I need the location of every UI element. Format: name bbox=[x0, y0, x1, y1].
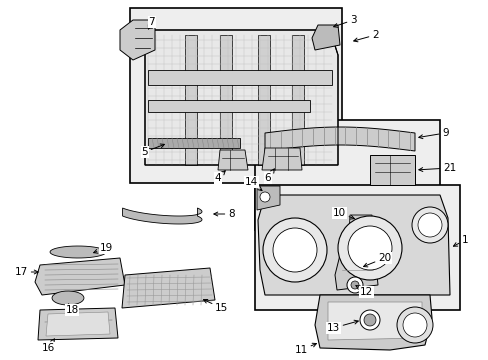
Polygon shape bbox=[148, 138, 240, 148]
Polygon shape bbox=[184, 35, 197, 165]
Text: 16: 16 bbox=[42, 339, 55, 353]
Text: 7: 7 bbox=[148, 17, 155, 29]
Text: 3: 3 bbox=[333, 15, 356, 27]
Text: 13: 13 bbox=[326, 320, 358, 333]
Circle shape bbox=[260, 192, 269, 202]
Circle shape bbox=[402, 313, 426, 337]
Polygon shape bbox=[38, 308, 118, 340]
Polygon shape bbox=[122, 268, 215, 308]
Polygon shape bbox=[314, 295, 431, 350]
Text: 17: 17 bbox=[15, 267, 38, 277]
Text: 19: 19 bbox=[93, 243, 113, 253]
Polygon shape bbox=[258, 35, 269, 165]
Polygon shape bbox=[264, 127, 414, 151]
Text: 9: 9 bbox=[418, 128, 447, 139]
Polygon shape bbox=[145, 30, 337, 165]
Polygon shape bbox=[262, 148, 302, 170]
Text: 1: 1 bbox=[452, 235, 468, 246]
Text: 12: 12 bbox=[355, 285, 372, 297]
Circle shape bbox=[346, 277, 362, 293]
Polygon shape bbox=[311, 25, 339, 50]
Polygon shape bbox=[369, 155, 414, 185]
Polygon shape bbox=[347, 215, 371, 255]
Polygon shape bbox=[148, 70, 331, 85]
Polygon shape bbox=[257, 186, 280, 210]
Bar bbox=[254, 185, 459, 310]
Text: 2: 2 bbox=[353, 30, 378, 42]
Circle shape bbox=[350, 281, 358, 289]
Polygon shape bbox=[327, 302, 421, 340]
Polygon shape bbox=[218, 150, 247, 170]
Circle shape bbox=[417, 213, 441, 237]
Polygon shape bbox=[122, 208, 202, 224]
Text: 21: 21 bbox=[418, 163, 455, 173]
Bar bbox=[254, 120, 439, 230]
Polygon shape bbox=[52, 291, 84, 305]
Text: 8: 8 bbox=[213, 209, 234, 219]
Text: 14: 14 bbox=[244, 177, 262, 190]
Circle shape bbox=[411, 207, 447, 243]
Polygon shape bbox=[148, 100, 309, 112]
Circle shape bbox=[396, 307, 432, 343]
Polygon shape bbox=[35, 258, 125, 295]
Circle shape bbox=[337, 216, 401, 280]
Polygon shape bbox=[334, 255, 377, 290]
Polygon shape bbox=[120, 20, 155, 60]
Polygon shape bbox=[291, 35, 304, 165]
Circle shape bbox=[272, 228, 316, 272]
Circle shape bbox=[347, 226, 391, 270]
Polygon shape bbox=[220, 35, 231, 165]
Text: 5: 5 bbox=[141, 144, 164, 157]
Text: 15: 15 bbox=[203, 300, 228, 313]
Circle shape bbox=[263, 218, 326, 282]
Text: 18: 18 bbox=[65, 304, 79, 315]
Polygon shape bbox=[50, 246, 106, 258]
Text: 20: 20 bbox=[363, 253, 390, 267]
Circle shape bbox=[359, 310, 379, 330]
Text: 4: 4 bbox=[214, 171, 225, 183]
Text: 6: 6 bbox=[264, 169, 274, 183]
Circle shape bbox=[363, 314, 375, 326]
Polygon shape bbox=[46, 312, 110, 336]
Bar bbox=[130, 8, 341, 183]
Text: 10: 10 bbox=[332, 208, 354, 219]
Polygon shape bbox=[258, 195, 449, 295]
Text: 11: 11 bbox=[294, 343, 316, 355]
